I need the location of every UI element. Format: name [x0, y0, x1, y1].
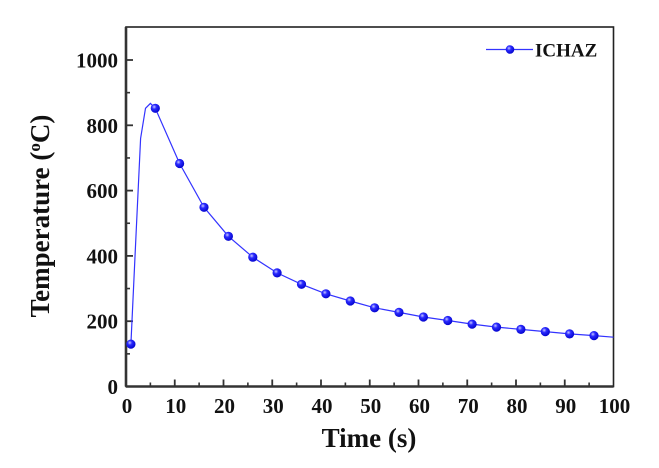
x-tick-label: 30 [263, 394, 284, 418]
data-point [345, 296, 355, 306]
x-tick-label: 0 [122, 394, 133, 418]
series-markers-ichaz [126, 103, 599, 349]
plot-frame [124, 26, 615, 388]
x-tick-label: 50 [360, 394, 381, 418]
x-tick-label: 60 [409, 394, 430, 418]
data-point [150, 103, 160, 113]
y-tick-label: 800 [87, 114, 119, 138]
data-point [175, 158, 185, 169]
x-tick-label: 10 [165, 394, 186, 418]
data-point [394, 307, 404, 317]
data-point [540, 327, 550, 337]
y-tick-label: 400 [87, 244, 119, 268]
data-point [589, 331, 599, 341]
y-axis-title-superscript: o [25, 143, 44, 152]
x-axis-title: Time (s) [322, 423, 417, 453]
data-point [248, 252, 258, 262]
x-tick-label: 80 [507, 394, 528, 418]
data-point [516, 324, 526, 334]
y-tick-label: 0 [108, 375, 119, 399]
x-tick-label: 90 [555, 394, 576, 418]
data-point [321, 289, 331, 299]
data-point [565, 329, 575, 339]
x-tick-label: 100 [599, 394, 631, 418]
y-axis-title-end: C) [25, 115, 55, 144]
data-point [296, 279, 307, 289]
legend-label: ICHAZ [535, 41, 597, 62]
y-axis-title-main: Temperature ( [25, 152, 55, 318]
series-ichaz [126, 102, 614, 349]
data-point [272, 268, 282, 278]
data-point [491, 322, 502, 332]
data-point [467, 319, 477, 329]
legend-marker [505, 45, 515, 54]
data-point [418, 312, 428, 322]
x-tick-label: 20 [214, 394, 235, 418]
data-point [199, 202, 209, 212]
y-tick-label: 600 [87, 179, 119, 203]
x-ticks [149, 379, 590, 387]
data-point [370, 303, 380, 313]
x-tick-label: 70 [458, 394, 479, 418]
x-tick-labels: 0 10 20 30 40 50 60 70 80 90 100 [122, 394, 631, 418]
legend: ICHAZ [486, 41, 597, 62]
plot-border [125, 26, 615, 388]
data-point [223, 231, 233, 241]
y-tick-labels: 0 200 400 600 800 1000 [76, 49, 118, 400]
data-point [443, 315, 453, 326]
data-point [126, 339, 136, 349]
y-tick-label: 200 [87, 310, 119, 334]
y-axis-title: Temperature (oC) [25, 115, 55, 318]
x-tick-label: 40 [312, 394, 333, 418]
y-tick-label: 1000 [76, 49, 118, 73]
